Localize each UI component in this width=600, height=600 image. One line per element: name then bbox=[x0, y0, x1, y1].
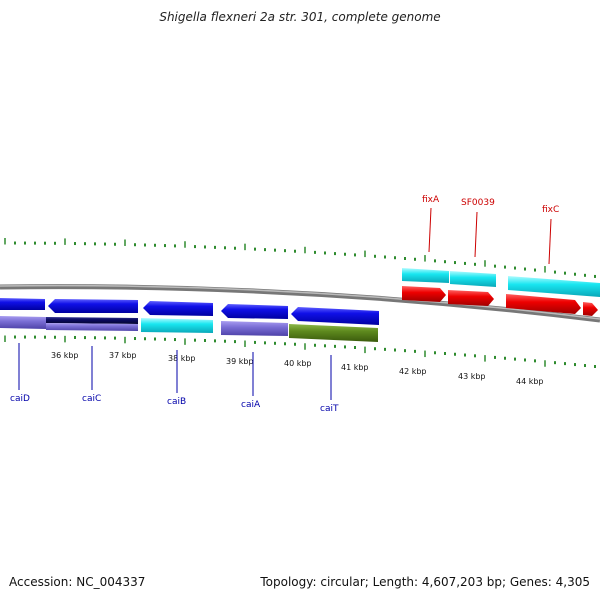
axis-tick-label: 40 kbp bbox=[284, 359, 312, 368]
cds-arrow-reverse[interactable] bbox=[0, 298, 45, 310]
gene-label-leader bbox=[428, 207, 432, 253]
axis-tick-label: 43 kbp bbox=[458, 372, 486, 381]
cds-arrow-forward[interactable] bbox=[402, 286, 446, 302]
cds-arrow-reverse[interactable] bbox=[221, 304, 288, 319]
gene-label-caiA[interactable]: caiA bbox=[241, 400, 261, 410]
gene-label-fixA[interactable]: fixA bbox=[422, 195, 440, 205]
cds-block[interactable] bbox=[46, 317, 138, 324]
gene-label-leader bbox=[474, 211, 478, 258]
cds-arrow-forward[interactable] bbox=[583, 302, 598, 316]
gene-label-SF0039[interactable]: SF0039 bbox=[461, 198, 495, 208]
gene-label-leader bbox=[548, 218, 552, 265]
gene-label-fixC[interactable]: fixC bbox=[542, 205, 559, 215]
gene-label-caiT[interactable]: caiT bbox=[320, 404, 339, 414]
cds-block[interactable] bbox=[0, 316, 46, 329]
axis-tick-label: 38 kbp bbox=[168, 354, 196, 363]
genome-backbone-highlight bbox=[0, 284, 600, 320]
tick-row-bottom bbox=[4, 335, 596, 369]
axis-tick-label: 39 kbp bbox=[226, 357, 254, 366]
axis-tick-label: 42 kbp bbox=[399, 367, 427, 376]
cds-block[interactable] bbox=[450, 271, 496, 287]
gene-label-caiC[interactable]: caiC bbox=[82, 394, 101, 404]
gene-label-caiB[interactable]: caiB bbox=[167, 397, 186, 407]
cds-block[interactable] bbox=[46, 323, 138, 331]
cds-block[interactable] bbox=[508, 276, 600, 297]
axis-tick-label: 37 kbp bbox=[109, 351, 137, 360]
cds-block[interactable] bbox=[289, 324, 378, 342]
cds-block[interactable] bbox=[221, 321, 288, 336]
accession-text: Accession: NC_004337 bbox=[9, 575, 146, 589]
cds-block[interactable] bbox=[402, 268, 449, 283]
axis-tick-label: 36 kbp bbox=[51, 351, 79, 360]
cds-arrow-forward[interactable] bbox=[448, 290, 494, 306]
cds-block[interactable] bbox=[141, 318, 213, 333]
tick-row-top bbox=[4, 238, 596, 278]
genome-backbone bbox=[0, 284, 600, 323]
cds-arrow-forward[interactable] bbox=[506, 294, 581, 314]
cds-arrow-reverse[interactable] bbox=[291, 307, 379, 325]
axis-labels: 36 kbp 37 kbp 38 kbp 39 kbp 40 kbp 41 kbp 42 k… bbox=[51, 351, 544, 386]
cds-arrow-reverse[interactable] bbox=[143, 301, 213, 316]
axis-tick-label: 44 kbp bbox=[516, 377, 544, 386]
map-title: Shigella flexneri 2a str. 301, complete … bbox=[159, 10, 441, 24]
gene-label-caiD[interactable]: caiD bbox=[10, 394, 30, 404]
axis-tick-label: 41 kbp bbox=[341, 363, 369, 372]
genome-summary-text: Topology: circular; Length: 4,607,203 bp… bbox=[260, 575, 590, 589]
cds-arrow-reverse[interactable] bbox=[48, 299, 138, 313]
